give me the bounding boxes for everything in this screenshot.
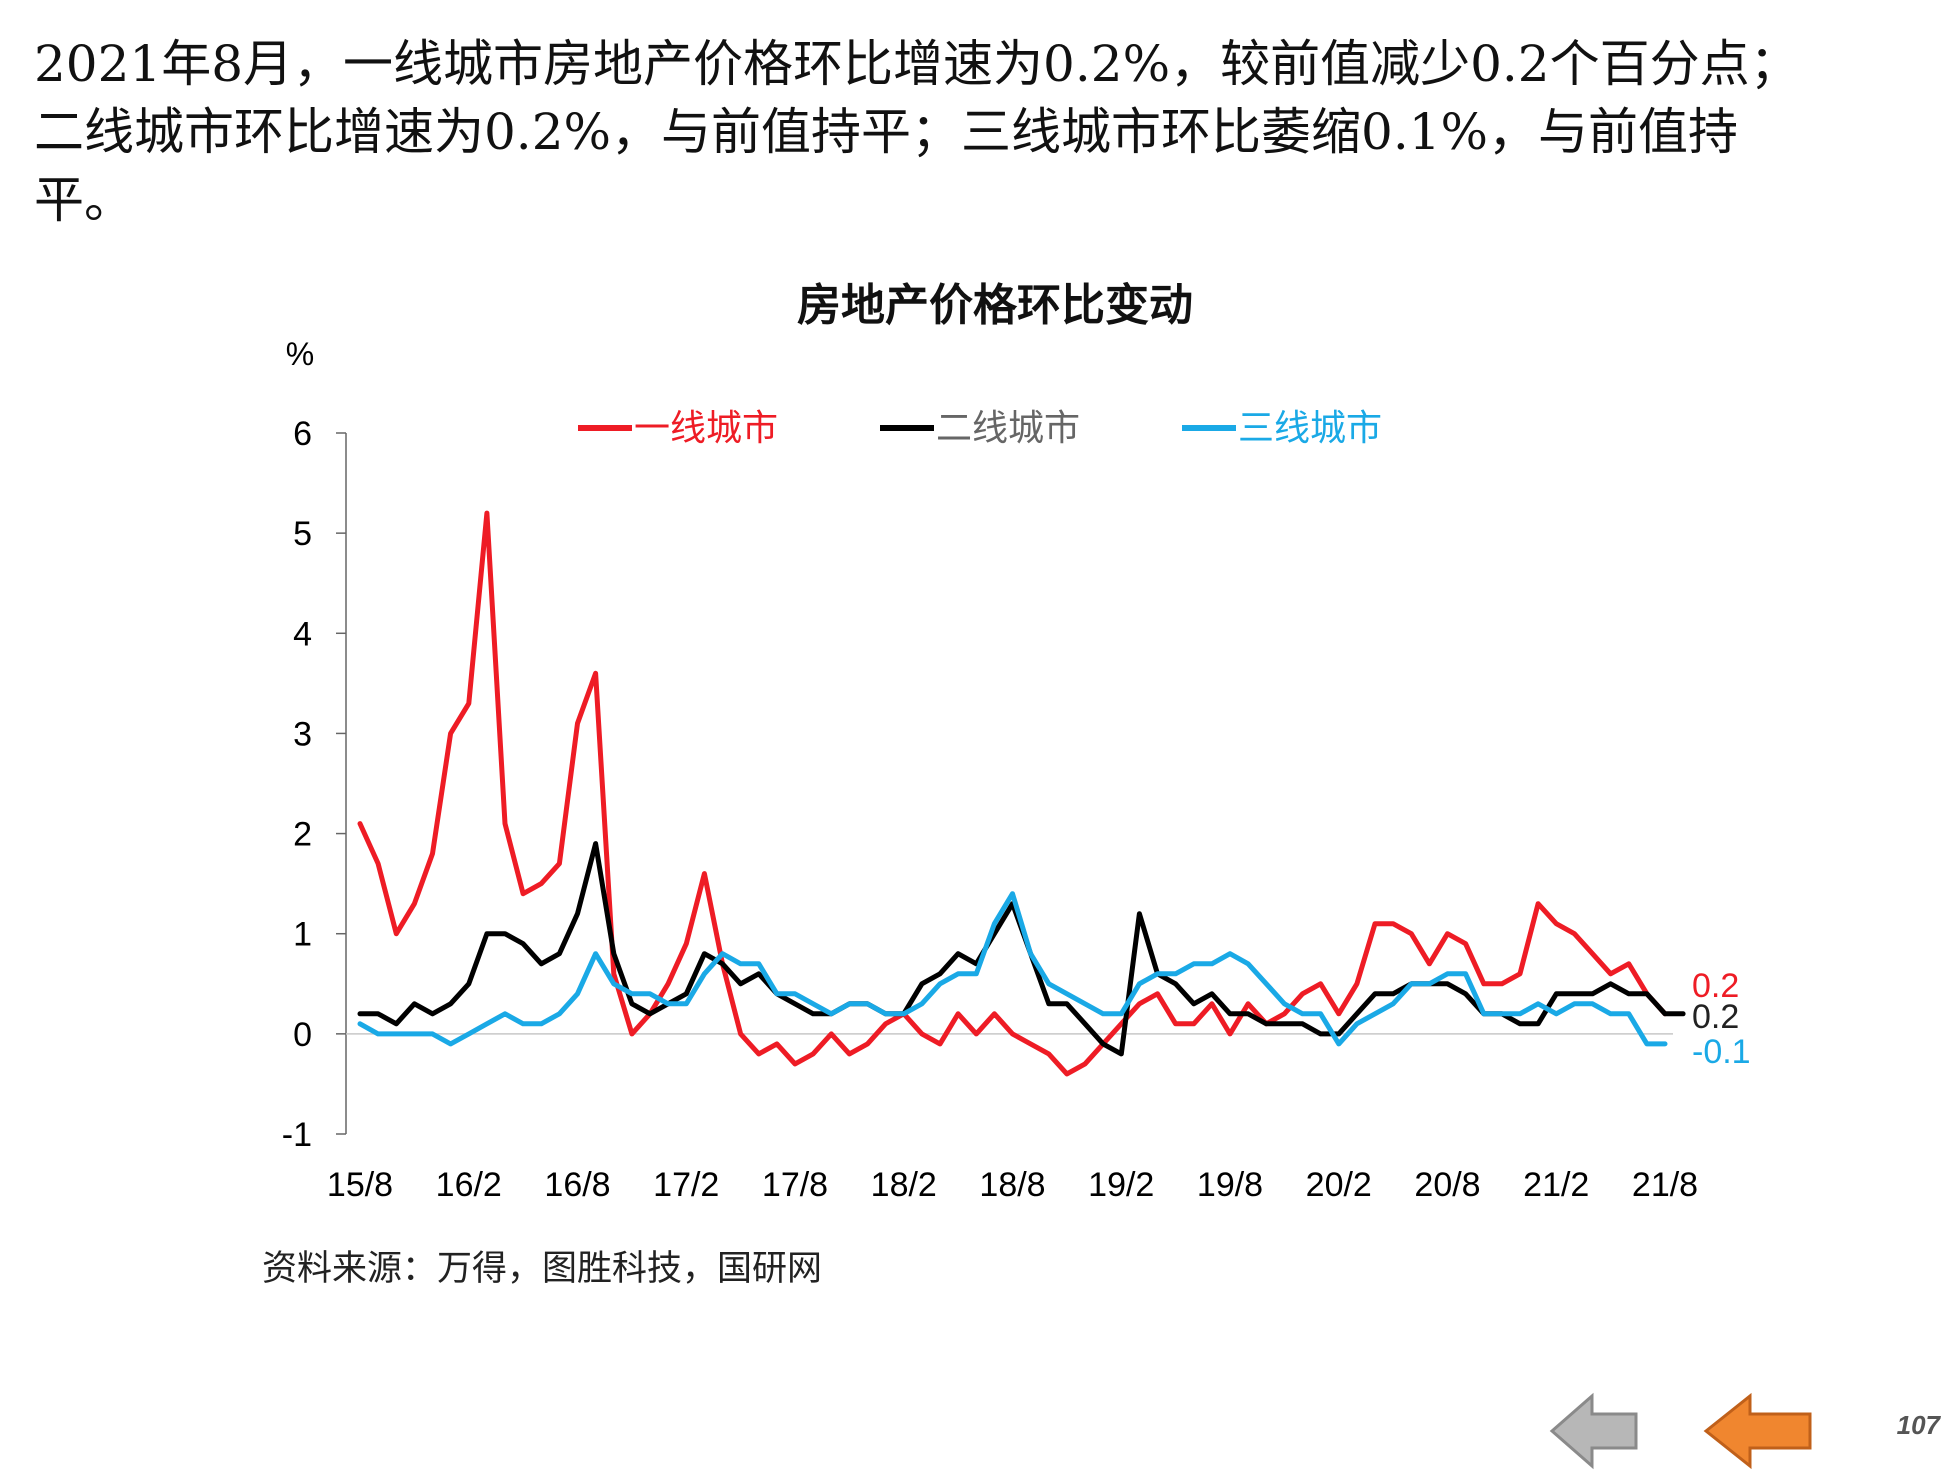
- x-tick-label: 17/8: [762, 1166, 828, 1204]
- headline-text: 2021年8月，一线城市房地产价格环比增速为0.2%，较前值减少0.2个百分点；…: [34, 30, 1934, 234]
- series-end-label-2: 0.2: [1692, 998, 1739, 1036]
- series-line-2: [357, 841, 1686, 1057]
- y-tick-label: 6: [293, 415, 312, 453]
- x-tick-label: 20/2: [1306, 1166, 1372, 1204]
- x-tick-label: 16/2: [436, 1166, 502, 1204]
- legend-label-1: 一线城市: [634, 408, 778, 449]
- headline-line-1: 2021年8月，一线城市房地产价格环比增速为0.2%，较前值减少0.2个百分点；: [34, 35, 1800, 93]
- x-tick-label: 21/8: [1632, 1166, 1698, 1204]
- x-tick-label: 19/8: [1197, 1166, 1263, 1204]
- y-tick-label: 5: [293, 515, 312, 553]
- next-page-button[interactable]: [1702, 1392, 1814, 1470]
- legend-label-3: 三线城市: [1238, 408, 1382, 449]
- y-tick-label: 2: [293, 816, 312, 854]
- x-tick-label: 20/8: [1414, 1166, 1480, 1204]
- x-tick-label: 15/8: [327, 1166, 393, 1204]
- headline-line-2: 二线城市环比增速为0.2%，与前值持平；三线城市环比萎缩0.1%，与前值持: [34, 103, 1739, 161]
- y-tick-label: 0: [293, 1016, 312, 1054]
- legend-label-2: 二线城市: [936, 408, 1080, 449]
- series-line-3: [357, 891, 1668, 1047]
- x-tick-label: 19/2: [1088, 1166, 1154, 1204]
- source-note: 资料来源：万得，图胜科技，国研网: [262, 1249, 823, 1289]
- series-end-label-1: 0.2: [1692, 967, 1739, 1005]
- x-tick-label: 21/2: [1523, 1166, 1589, 1204]
- series-line-1: [357, 510, 1668, 1077]
- x-tick-label: 18/2: [871, 1166, 937, 1204]
- x-tick-label: 17/2: [653, 1166, 719, 1204]
- legend: 一线城市 二线城市 三线城市: [578, 408, 1382, 449]
- headline-line-3: 平。: [34, 171, 134, 229]
- x-tick-label: 16/8: [544, 1166, 610, 1204]
- axes: -1 0 1 2 3 4 5 6 15/8 16/2 16/8 17/2 17/8 18/2 18/8 19/…: [282, 415, 1698, 1204]
- y-tick-label: -1: [282, 1116, 312, 1154]
- end-labels: 0.20.2-0.1: [1692, 967, 1751, 1071]
- y-axis-unit: %: [286, 336, 314, 372]
- x-tick-label: 18/8: [979, 1166, 1045, 1204]
- series-end-label-3: -0.1: [1692, 1033, 1751, 1071]
- y-tick-label: 3: [293, 715, 312, 753]
- arrow-left-icon: [1703, 1392, 1812, 1470]
- arrow-left-icon: [1549, 1392, 1638, 1470]
- page-number: 107: [1896, 1410, 1940, 1440]
- series-layer: [357, 510, 1686, 1077]
- y-tick-label: 4: [293, 615, 312, 653]
- y-tick-label: 1: [293, 916, 312, 954]
- prev-page-button[interactable]: [1548, 1392, 1640, 1470]
- chart-title: 房地产价格环比变动: [797, 280, 1193, 331]
